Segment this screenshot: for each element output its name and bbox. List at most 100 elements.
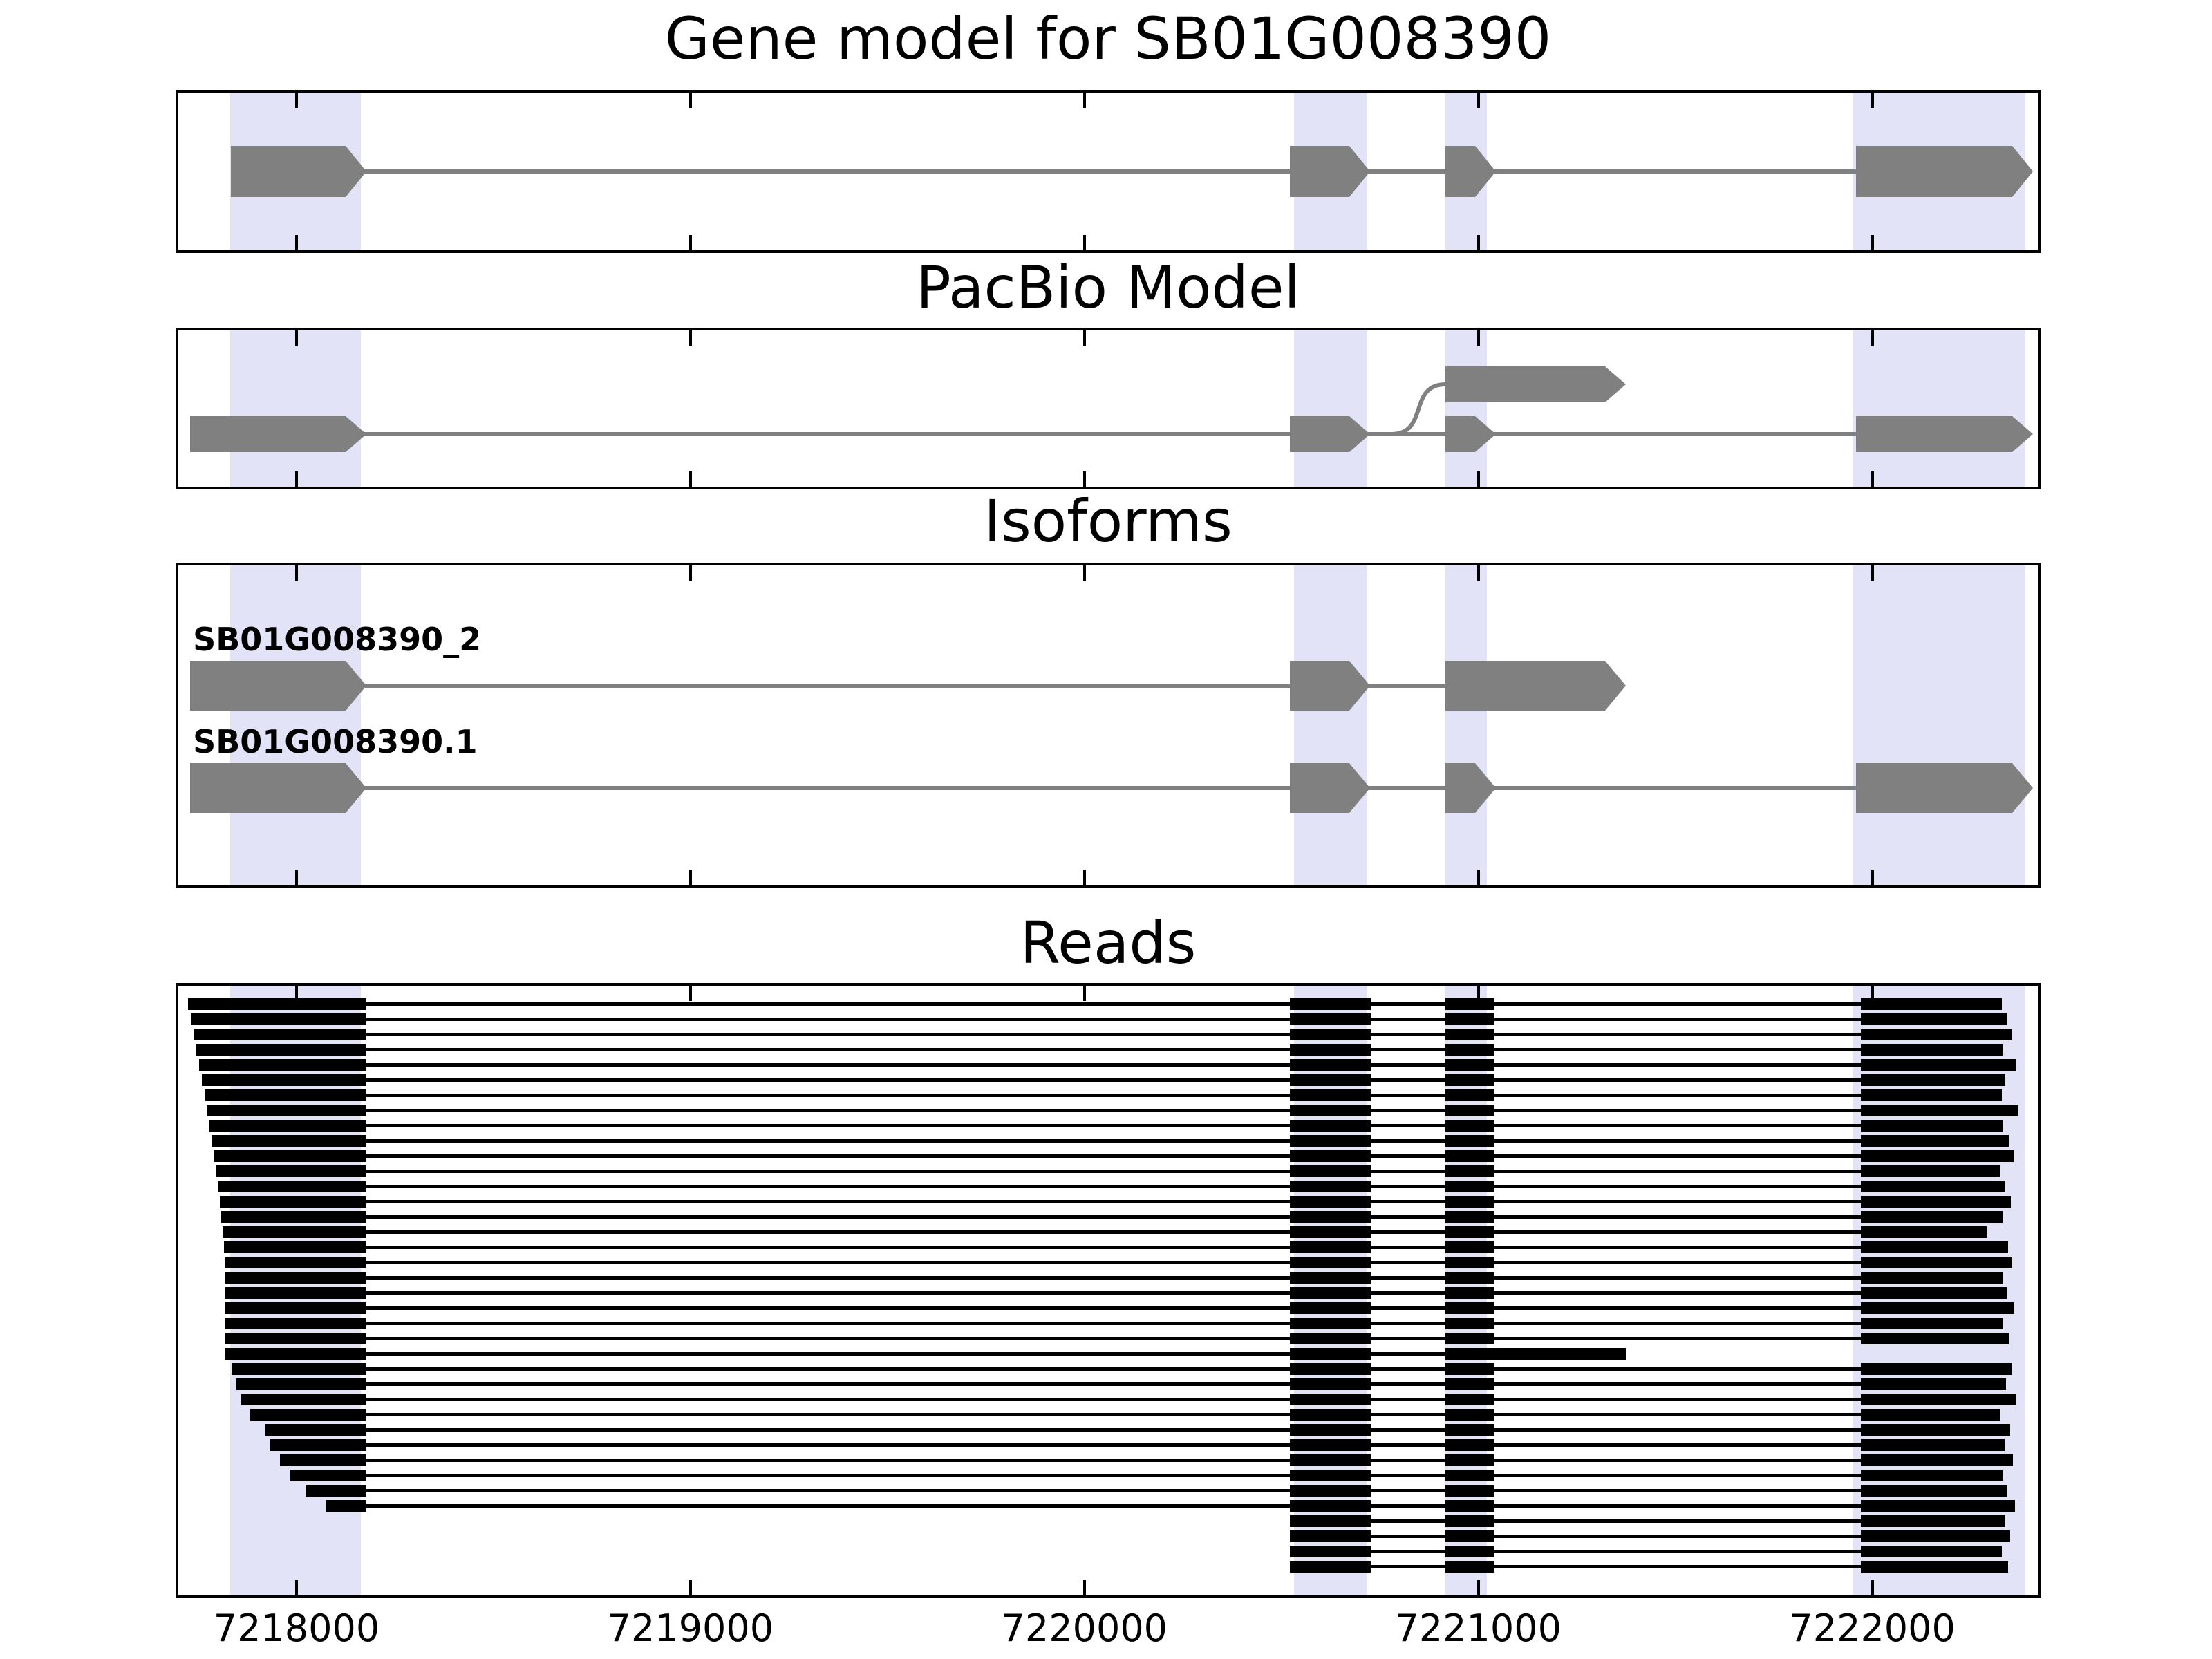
- read-line: [289, 1473, 2003, 1477]
- read-exon-block: [1445, 1530, 1494, 1542]
- read-exon-block: [1289, 1074, 1371, 1086]
- read-exon-block: [1445, 1515, 1494, 1527]
- pacbio-title: PacBio Model: [916, 254, 1300, 321]
- read-exon-block: [1860, 1454, 2014, 1466]
- exon-arrow-tip: [1349, 416, 1371, 453]
- tick-mark: [1871, 1580, 1874, 1595]
- read-exon-block: [1289, 1302, 1371, 1314]
- read-exon-block: [191, 1013, 366, 1025]
- read-exon-block: [216, 1165, 366, 1177]
- tick-mark: [1082, 93, 1086, 108]
- read-exon-block: [1289, 1286, 1371, 1299]
- exon-arrow-tip: [1474, 763, 1496, 813]
- read-line: [224, 1245, 2009, 1249]
- read-exon-block: [231, 1362, 366, 1375]
- exon: [1856, 146, 2012, 197]
- read-line: [224, 1275, 2003, 1280]
- exon-arrow-tip: [2012, 416, 2033, 453]
- read-exon-block: [219, 1195, 366, 1208]
- tick-mark: [294, 870, 298, 885]
- read-exon-block: [1860, 1119, 2003, 1132]
- read-line: [250, 1412, 2001, 1416]
- read-exon-block: [1445, 1104, 1494, 1116]
- read-exon-block: [196, 1043, 366, 1056]
- exon-arrow-tip: [1474, 146, 1496, 197]
- intron-line: [190, 786, 2012, 790]
- read-exon-block: [1289, 1560, 1371, 1573]
- exon-arrow-tip: [1474, 416, 1496, 453]
- read-exon-block: [1445, 1484, 1494, 1497]
- axis-tick-label: 7221000: [1395, 1606, 1562, 1650]
- exon: [190, 763, 346, 813]
- tick-mark: [294, 330, 298, 346]
- read-line: [196, 1047, 2003, 1051]
- read-exon-block: [1289, 1195, 1371, 1208]
- highlight-band: [1853, 330, 2026, 487]
- read-line: [305, 1488, 2008, 1492]
- read-line: [1289, 1549, 2002, 1553]
- read-exon-block: [202, 1074, 366, 1086]
- read-exon-block: [1860, 1286, 2007, 1299]
- panel-reads: [176, 983, 2041, 1598]
- read-exon-block: [1445, 1134, 1494, 1147]
- tick-mark: [688, 93, 692, 108]
- read-exon-block: [1445, 1560, 1494, 1573]
- read-exon-block: [213, 1150, 366, 1162]
- tick-mark: [1477, 471, 1480, 487]
- exon-arrow-tip: [346, 763, 367, 813]
- read-exon-block: [1860, 1484, 2008, 1497]
- read-exon-block: [270, 1438, 366, 1451]
- read-line: [265, 1427, 2010, 1432]
- read-exon-block: [1445, 1271, 1494, 1284]
- tick-mark: [1871, 235, 1874, 250]
- read-exon-block: [1289, 1165, 1371, 1177]
- read-exon-block: [1445, 1408, 1494, 1421]
- exon-arrow-tip: [346, 416, 367, 453]
- read-exon-block: [1445, 1210, 1494, 1223]
- read-exon-block: [199, 1058, 366, 1071]
- read-line: [213, 1154, 2014, 1158]
- tick-mark: [1477, 565, 1480, 581]
- read-exon-block: [224, 1256, 366, 1268]
- read-exon-block: [1860, 1515, 2005, 1527]
- read-exon-block: [207, 1104, 366, 1116]
- tick-mark: [688, 565, 692, 581]
- exon-arrow-tip: [1605, 366, 1627, 402]
- exon: [230, 146, 346, 197]
- read-exon-block: [1860, 1195, 2012, 1208]
- exon: [1445, 661, 1606, 711]
- tick-mark: [1477, 235, 1480, 250]
- read-exon-block: [250, 1408, 366, 1421]
- tick-mark: [688, 986, 692, 1001]
- read-exon-block: [1860, 1134, 2009, 1147]
- read-exon-block: [1445, 1469, 1494, 1481]
- read-exon-block: [1445, 1499, 1494, 1512]
- tick-mark: [294, 471, 298, 487]
- highlight-band: [1445, 565, 1488, 885]
- read-exon-block: [1289, 1241, 1371, 1253]
- read-exon-block: [1445, 1393, 1494, 1405]
- read-line: [1289, 1519, 2005, 1523]
- axis-tick-label: 7218000: [213, 1606, 380, 1650]
- read-line: [224, 1291, 2007, 1295]
- read-exon-block: [1289, 1515, 1371, 1527]
- read-exon-block: [1860, 1089, 2002, 1101]
- isoform-label: SB01G008390.1: [193, 723, 478, 760]
- gene-model-title: Gene model for SB01G008390: [664, 5, 1552, 73]
- read-exon-block: [1289, 1210, 1371, 1223]
- read-line: [224, 1321, 2004, 1325]
- read-exon-block: [1289, 1104, 1371, 1116]
- panel-gene-model: [176, 90, 2041, 253]
- read-exon-block: [1860, 1545, 2002, 1557]
- read-exon-block: [1860, 1104, 2018, 1116]
- highlight-band: [229, 565, 362, 885]
- tick-mark: [294, 1580, 298, 1595]
- read-exon-block: [224, 1286, 366, 1299]
- tick-mark: [1477, 870, 1480, 885]
- tick-mark: [1477, 1580, 1480, 1595]
- read-exon-block: [1860, 997, 2002, 1010]
- read-line: [270, 1443, 2005, 1447]
- tick-mark: [688, 870, 692, 885]
- read-exon-block: [1860, 1393, 2016, 1405]
- exon: [1289, 763, 1350, 813]
